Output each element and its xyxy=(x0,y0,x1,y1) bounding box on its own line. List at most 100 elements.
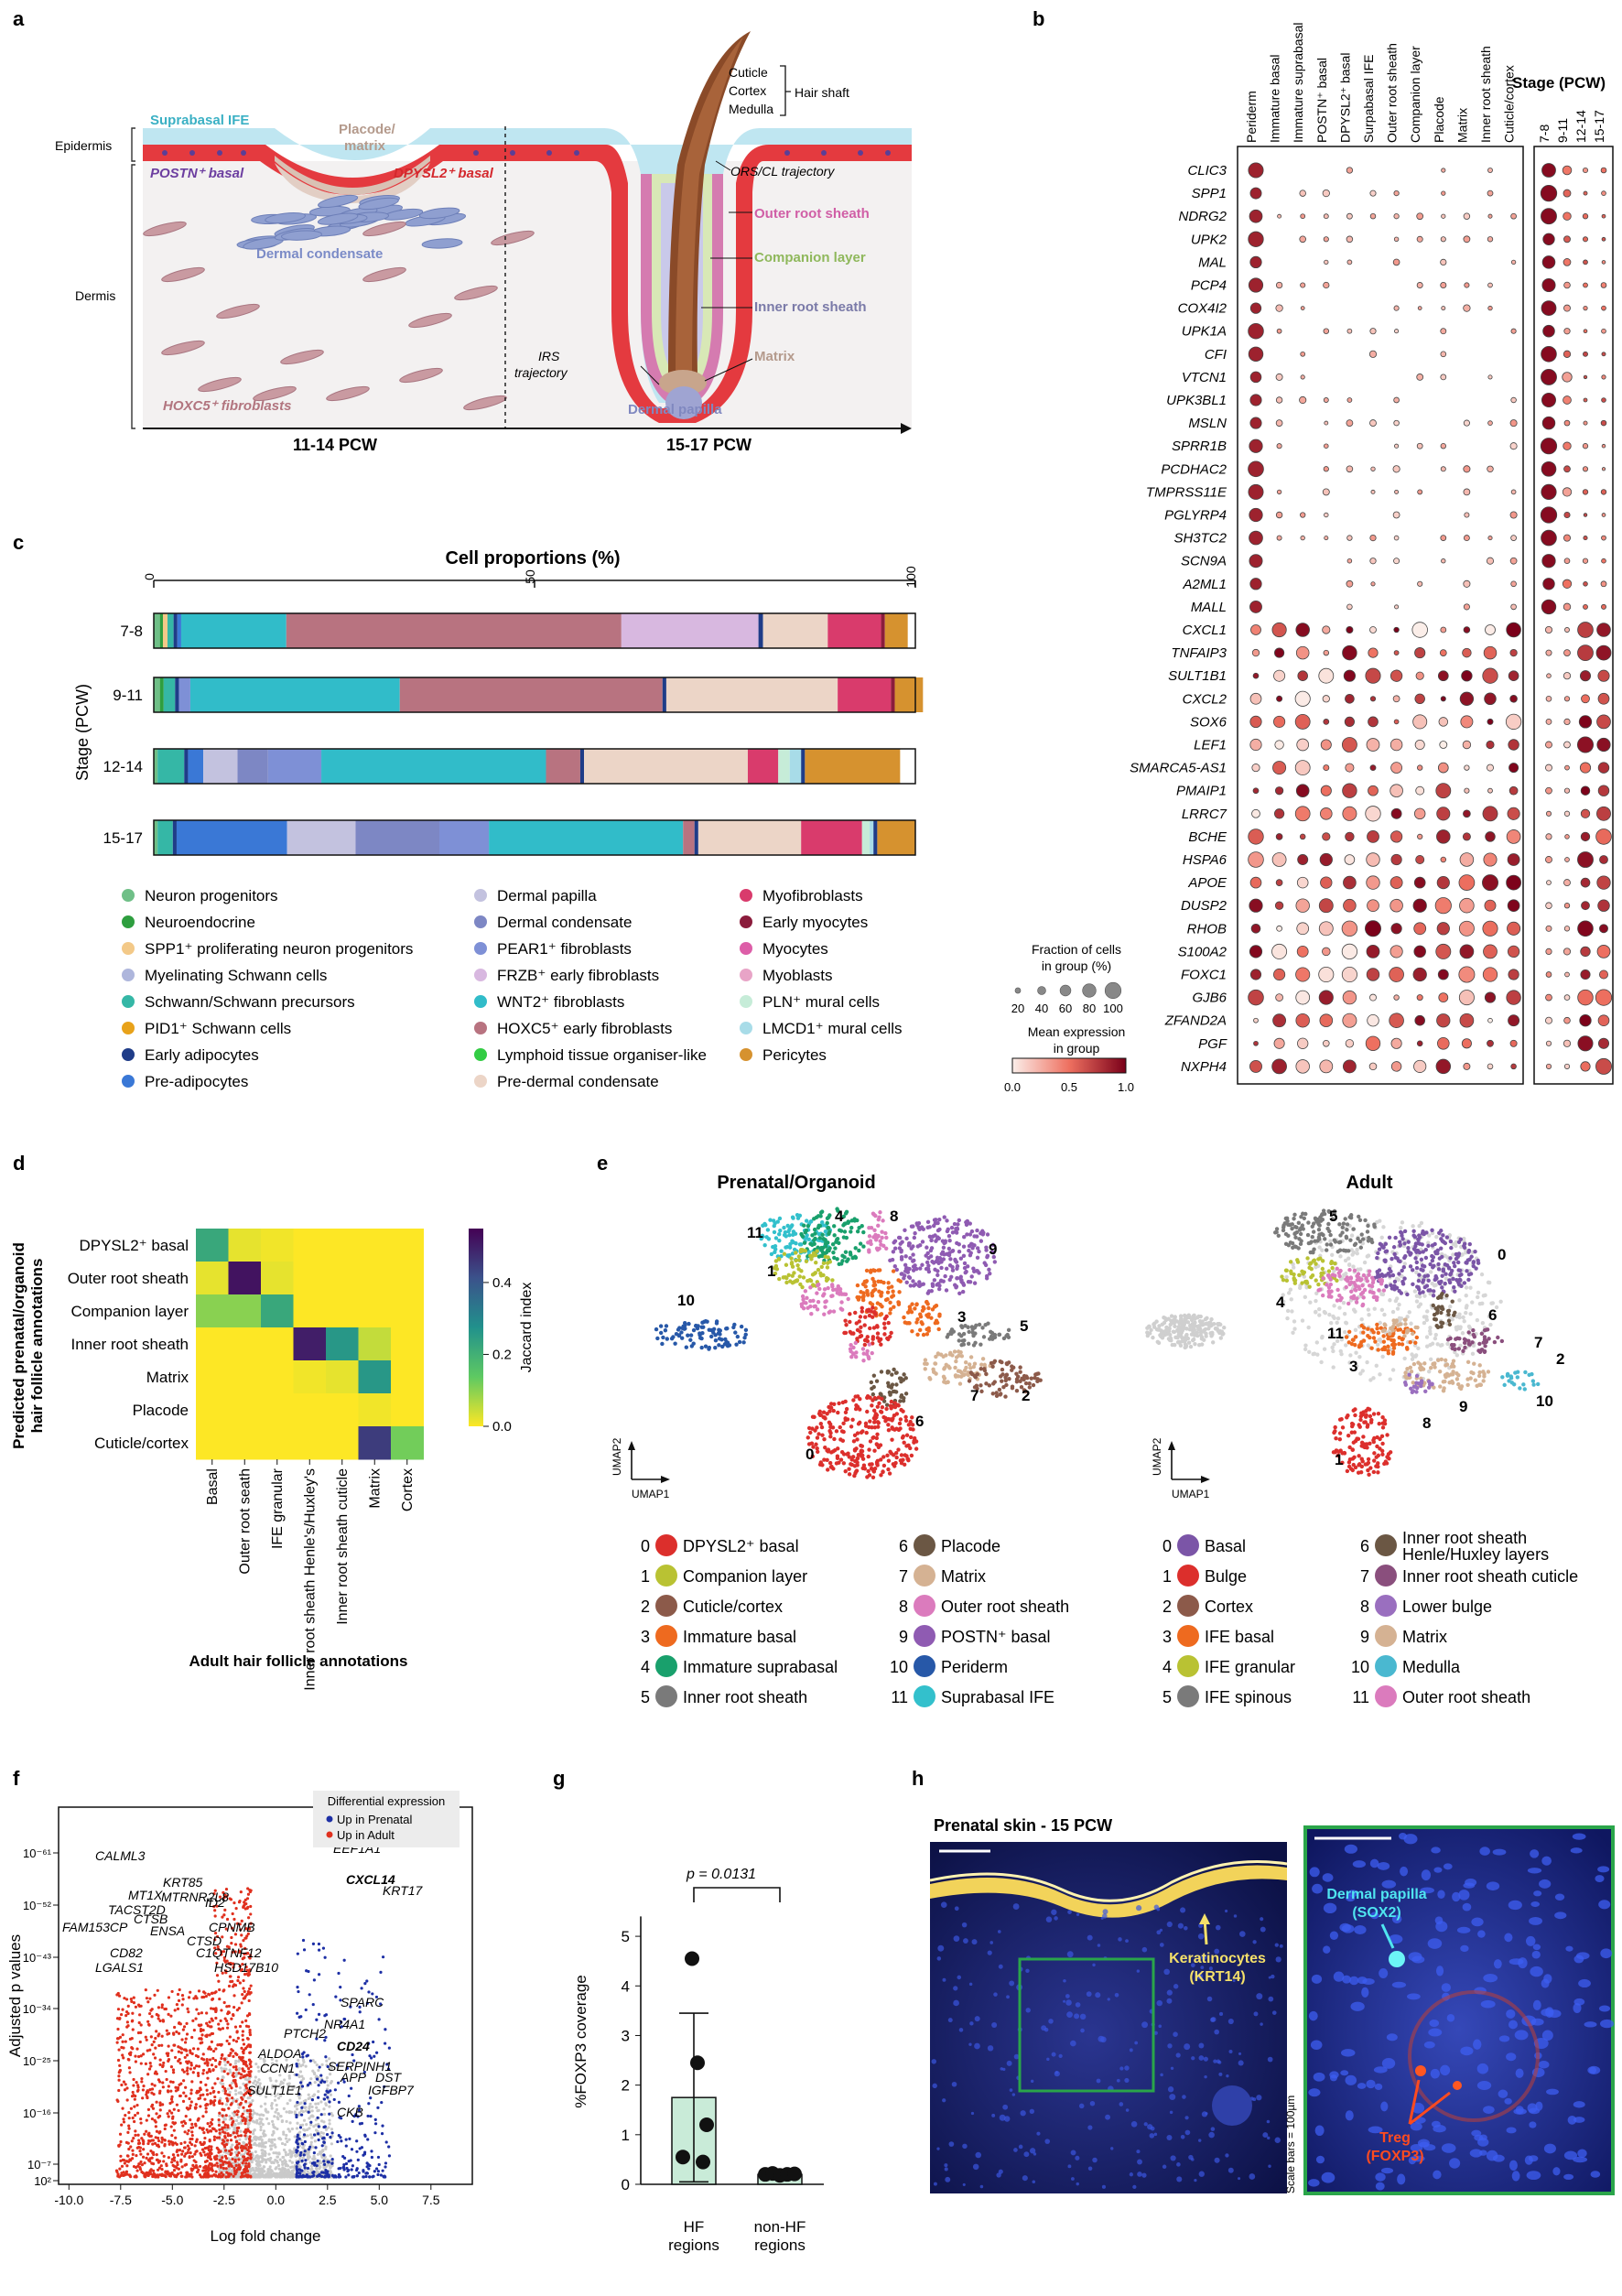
dotplot-dot xyxy=(1366,968,1380,981)
umap-point xyxy=(1315,1239,1320,1243)
umap-legend-number: 9 xyxy=(1360,1628,1369,1646)
dotplot-dot xyxy=(1271,622,1287,638)
umap-point xyxy=(1443,1281,1447,1286)
umap-point xyxy=(881,1469,885,1474)
legend-label: Myocytes xyxy=(762,940,828,958)
umap-point xyxy=(968,1355,974,1359)
dotplot-group-label: Surpabasal IFE xyxy=(1361,55,1376,144)
umap-point xyxy=(1417,1233,1422,1238)
dotplot-dot xyxy=(1343,669,1356,682)
volcano-point-ns xyxy=(272,2131,276,2135)
umap-point xyxy=(879,1242,883,1247)
dotplot-gene-label: MALL xyxy=(1191,600,1227,615)
umap-point xyxy=(671,1335,676,1339)
legend-label: Schwann/Schwann precursors xyxy=(145,993,355,1011)
umap-point xyxy=(1452,1285,1456,1290)
chart-c-tick-label: 50 xyxy=(523,569,537,584)
dotplot-dot xyxy=(1393,558,1400,565)
dotplot-dot xyxy=(1393,650,1400,655)
umap-point xyxy=(939,1258,944,1263)
dotplot-dot xyxy=(1249,578,1262,590)
umap-point xyxy=(826,1285,830,1291)
umap-point xyxy=(1392,1321,1397,1326)
umap-point xyxy=(897,1290,902,1294)
umap-point xyxy=(1376,1411,1381,1416)
basal-nucleus xyxy=(510,150,515,156)
dotplot-dot xyxy=(1509,695,1518,703)
umap-point xyxy=(872,1420,877,1424)
umap-cluster-number: 4 xyxy=(835,1208,844,1225)
dotplot-dot xyxy=(1345,763,1355,773)
dotplot-stage-dot xyxy=(1541,277,1556,293)
umap-point xyxy=(1356,1236,1360,1241)
dotplot-stage-dot xyxy=(1541,300,1557,316)
umap-point xyxy=(898,1426,903,1431)
chart-c-segment xyxy=(188,749,204,784)
umap-point xyxy=(848,1319,852,1325)
umap-point xyxy=(934,1239,938,1243)
umap-point xyxy=(1305,1232,1311,1238)
dotplot-stage-dot xyxy=(1545,786,1552,795)
umap-point xyxy=(968,1232,973,1237)
volcano-point-ns xyxy=(330,2142,333,2146)
umap-point xyxy=(1448,1256,1453,1261)
umap-point xyxy=(848,1312,852,1316)
umap-point xyxy=(1319,1359,1324,1365)
umap-point xyxy=(1448,1305,1453,1309)
umap-point xyxy=(984,1276,989,1281)
umap-point xyxy=(1375,1322,1379,1327)
dotplot-dot xyxy=(1296,946,1309,958)
dotplot-dot xyxy=(1324,536,1329,541)
umap-point xyxy=(1288,1287,1293,1292)
dotplot-dot xyxy=(1342,1013,1357,1028)
umap-point xyxy=(1430,1243,1435,1248)
umap-point xyxy=(908,1283,914,1288)
umap-point xyxy=(1376,1348,1380,1352)
umap-point xyxy=(1146,1325,1152,1329)
umap-right-title: Adult xyxy=(1346,1173,1392,1193)
umap-point xyxy=(899,1272,903,1276)
umap-point xyxy=(888,1300,892,1305)
umap-point xyxy=(1337,1431,1343,1435)
volcano-point-ns xyxy=(273,2115,276,2118)
umap-point xyxy=(831,1408,836,1413)
umap-point xyxy=(837,1228,842,1233)
umap-point xyxy=(831,1449,836,1454)
dotplot-dot xyxy=(1318,966,1335,983)
umap-point xyxy=(829,1294,834,1298)
umap-point xyxy=(1003,1375,1008,1380)
umap-point xyxy=(844,1209,849,1215)
dotplot-dot xyxy=(1249,507,1263,523)
dotplot-stage-dot xyxy=(1576,736,1595,753)
umap-point xyxy=(772,1229,777,1235)
umap-point xyxy=(1377,1268,1382,1273)
dotplot-stage-dot xyxy=(1601,213,1606,219)
dotplot-dot xyxy=(1440,258,1447,265)
volcano-point-ns xyxy=(324,2128,329,2131)
dotplot-dot xyxy=(1417,764,1423,771)
umap-point xyxy=(1397,1335,1401,1340)
umap-point xyxy=(1316,1306,1322,1312)
umap-point xyxy=(1333,1429,1337,1434)
umap-legend-label: Matrix xyxy=(1402,1628,1447,1646)
umap-point xyxy=(821,1410,827,1414)
umap-point xyxy=(1343,1258,1348,1263)
epidermis-label: Epidermis xyxy=(55,138,112,153)
umap-point xyxy=(1431,1362,1435,1367)
dotplot-group-label: Outer root sheath xyxy=(1385,43,1400,143)
umap-point xyxy=(906,1423,912,1427)
umap-point xyxy=(891,1250,896,1254)
panel-c-letter: c xyxy=(13,531,24,554)
legend-swatch xyxy=(122,889,135,902)
umap-point xyxy=(937,1314,942,1318)
umap-point xyxy=(1344,1284,1348,1290)
umap-point xyxy=(1390,1273,1396,1278)
umap-point xyxy=(1375,1326,1379,1331)
umap-point xyxy=(857,1319,861,1324)
size-legend-tick: 80 xyxy=(1083,1002,1096,1015)
umap-point xyxy=(1400,1237,1405,1241)
umap-point xyxy=(1335,1298,1340,1303)
umap-point xyxy=(954,1230,959,1235)
dotplot-dot xyxy=(1300,282,1306,288)
